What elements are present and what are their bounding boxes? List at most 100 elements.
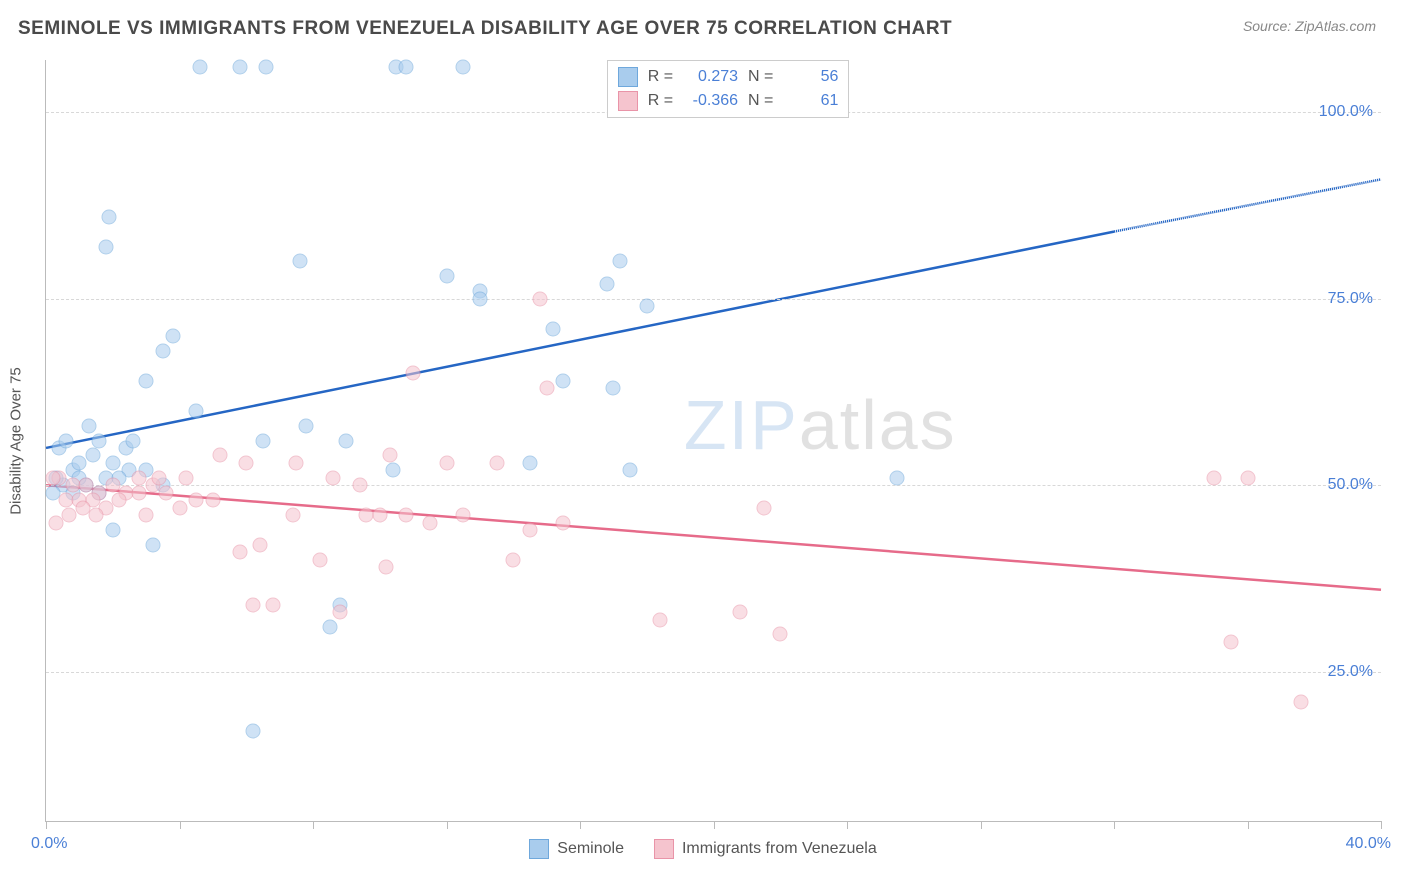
r-value-seminole: 0.273: [683, 68, 738, 86]
correlation-legend: R = 0.273 N = 56 R = -0.366 N = 61: [607, 60, 850, 118]
scatter-point: [179, 470, 194, 485]
scatter-point: [232, 545, 247, 560]
scatter-point: [139, 373, 154, 388]
scatter-point: [59, 433, 74, 448]
series-legend-item: Seminole: [529, 839, 624, 859]
trend-line: [46, 232, 1114, 448]
scatter-point: [139, 508, 154, 523]
scatter-point: [399, 60, 414, 75]
scatter-canvas: 25.0%50.0%75.0%100.0%: [46, 60, 1381, 821]
x-tick: [847, 821, 848, 829]
scatter-point: [456, 60, 471, 75]
scatter-point: [439, 455, 454, 470]
n-value-venezuela: 61: [783, 92, 838, 110]
scatter-point: [189, 403, 204, 418]
scatter-point: [1293, 694, 1308, 709]
scatter-point: [539, 381, 554, 396]
scatter-point: [623, 463, 638, 478]
trend-line-dashed: [1114, 179, 1381, 231]
gridline: [46, 672, 1381, 673]
legend-swatch-venezuela: [618, 91, 638, 111]
scatter-point: [92, 433, 107, 448]
scatter-point: [599, 276, 614, 291]
scatter-point: [252, 537, 267, 552]
scatter-point: [456, 508, 471, 523]
scatter-point: [299, 418, 314, 433]
x-tick: [447, 821, 448, 829]
scatter-point: [205, 493, 220, 508]
correlation-legend-row: R = -0.366 N = 61: [618, 89, 839, 113]
scatter-point: [379, 560, 394, 575]
scatter-point: [99, 239, 114, 254]
scatter-point: [285, 508, 300, 523]
scatter-point: [506, 552, 521, 567]
scatter-point: [639, 299, 654, 314]
r-label: R =: [648, 68, 673, 86]
r-label: R =: [648, 92, 673, 110]
scatter-point: [85, 448, 100, 463]
scatter-point: [1223, 634, 1238, 649]
x-tick: [313, 821, 314, 829]
scatter-point: [1240, 470, 1255, 485]
scatter-point: [472, 291, 487, 306]
scatter-point: [339, 433, 354, 448]
chart-title: SEMINOLE VS IMMIGRANTS FROM VENEZUELA DI…: [18, 18, 952, 40]
correlation-legend-row: R = 0.273 N = 56: [618, 65, 839, 89]
scatter-point: [255, 433, 270, 448]
scatter-point: [45, 470, 60, 485]
scatter-point: [386, 463, 401, 478]
gridline: [46, 485, 1381, 486]
gridline: [46, 299, 1381, 300]
scatter-point: [245, 724, 260, 739]
n-label: N =: [748, 68, 773, 86]
scatter-point: [522, 455, 537, 470]
scatter-point: [322, 620, 337, 635]
scatter-point: [522, 523, 537, 538]
scatter-point: [332, 605, 347, 620]
scatter-point: [546, 321, 561, 336]
scatter-point: [192, 60, 207, 75]
scatter-point: [189, 493, 204, 508]
scatter-point: [259, 60, 274, 75]
scatter-point: [105, 523, 120, 538]
header: SEMINOLE VS IMMIGRANTS FROM VENEZUELA DI…: [0, 0, 1406, 40]
scatter-point: [382, 448, 397, 463]
series-legend-item: Immigrants from Venezuela: [654, 839, 877, 859]
source-label: Source: ZipAtlas.com: [1243, 18, 1376, 34]
scatter-point: [155, 343, 170, 358]
legend-swatch-seminole: [529, 839, 549, 859]
trendlines-svg: [46, 60, 1381, 821]
x-tick: [46, 821, 47, 829]
y-tick-label: 50.0%: [1328, 476, 1373, 494]
y-tick-label: 25.0%: [1328, 663, 1373, 681]
scatter-point: [422, 515, 437, 530]
x-tick: [1114, 821, 1115, 829]
scatter-point: [132, 470, 147, 485]
scatter-point: [653, 612, 668, 627]
scatter-point: [112, 493, 127, 508]
scatter-point: [1207, 470, 1222, 485]
scatter-point: [372, 508, 387, 523]
scatter-point: [212, 448, 227, 463]
scatter-point: [733, 605, 748, 620]
legend-label-seminole: Seminole: [557, 840, 624, 858]
scatter-point: [532, 291, 547, 306]
scatter-point: [406, 366, 421, 381]
scatter-point: [399, 508, 414, 523]
x-tick: [580, 821, 581, 829]
scatter-point: [102, 209, 117, 224]
scatter-point: [105, 455, 120, 470]
scatter-point: [245, 597, 260, 612]
scatter-point: [232, 60, 247, 75]
scatter-point: [606, 381, 621, 396]
scatter-point: [165, 329, 180, 344]
scatter-point: [352, 478, 367, 493]
r-value-venezuela: -0.366: [683, 92, 738, 110]
scatter-point: [125, 433, 140, 448]
scatter-point: [489, 455, 504, 470]
scatter-point: [890, 470, 905, 485]
y-tick-label: 100.0%: [1319, 103, 1373, 121]
scatter-point: [89, 508, 104, 523]
n-value-seminole: 56: [783, 68, 838, 86]
scatter-point: [152, 470, 167, 485]
